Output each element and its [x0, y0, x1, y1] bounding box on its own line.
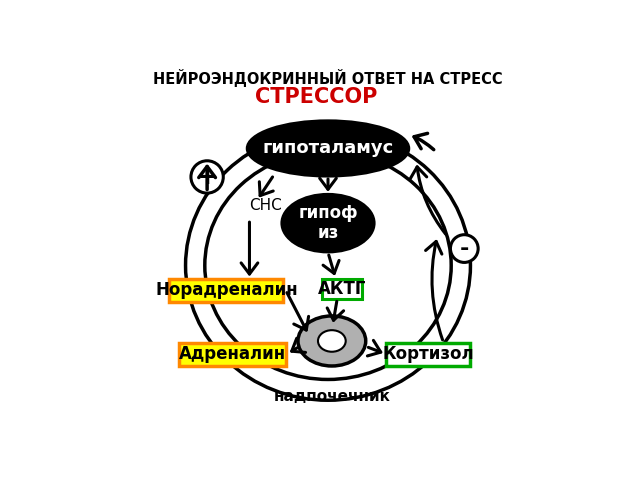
Text: -: -: [460, 239, 469, 259]
Text: НЕЙРОЭНДОКРИННЫЙ ОТВЕТ НА СТРЕСС: НЕЙРОЭНДОКРИННЫЙ ОТВЕТ НА СТРЕСС: [153, 69, 503, 87]
Circle shape: [451, 235, 478, 263]
Text: СТРЕССОР: СТРЕССОР: [255, 87, 378, 107]
Ellipse shape: [282, 194, 374, 252]
Text: надпочечник: надпочечник: [273, 389, 390, 404]
Ellipse shape: [298, 316, 365, 366]
Text: Адреналин: Адреналин: [179, 345, 286, 363]
Text: СНС: СНС: [249, 198, 282, 213]
FancyBboxPatch shape: [179, 343, 287, 366]
Text: АКТГ: АКТГ: [317, 279, 366, 298]
Ellipse shape: [318, 330, 346, 352]
Text: Норадреналин: Норадреналин: [155, 281, 298, 299]
Text: +: +: [197, 165, 217, 189]
Ellipse shape: [247, 121, 409, 176]
Circle shape: [191, 161, 223, 193]
FancyBboxPatch shape: [170, 278, 284, 302]
Text: Кортизол: Кортизол: [382, 345, 474, 363]
Text: гипоталамус: гипоталамус: [262, 140, 394, 157]
FancyBboxPatch shape: [386, 343, 470, 366]
Text: гипоф
из: гипоф из: [298, 204, 358, 242]
